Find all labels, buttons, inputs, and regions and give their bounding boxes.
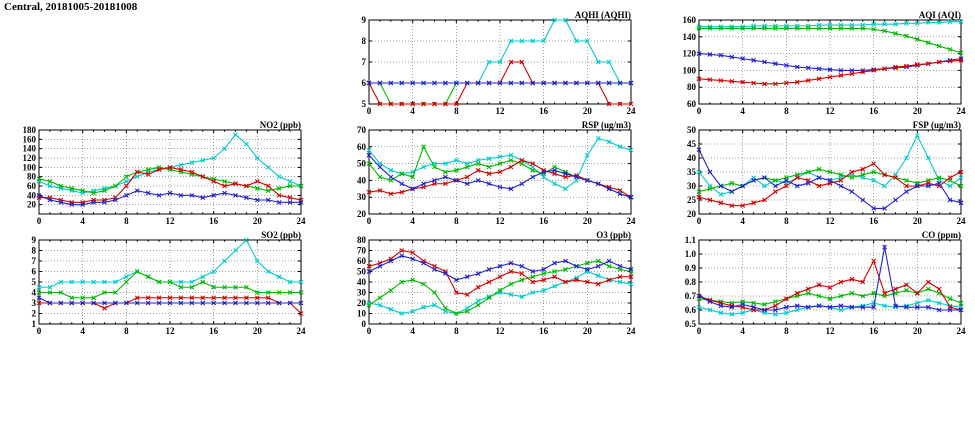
so2-chart-canvas: [12, 230, 308, 340]
aqi-chart: [672, 10, 968, 120]
aqhi-chart-canvas: [342, 10, 638, 120]
fsp-chart: [672, 120, 968, 230]
no2-chart-canvas: [12, 120, 308, 230]
rsp-chart: [342, 120, 638, 230]
o3-chart-canvas: [342, 230, 638, 340]
so2-chart: [12, 230, 308, 340]
no2-chart: [12, 120, 308, 230]
co-chart-canvas: [672, 230, 968, 340]
page-title: Central, 20181005-20181008: [4, 1, 138, 13]
o3-chart: [342, 230, 638, 340]
aqi-chart-canvas: [672, 10, 968, 120]
co-chart: [672, 230, 968, 340]
aqhi-chart: [342, 10, 638, 120]
fsp-chart-canvas: [672, 120, 968, 230]
rsp-chart-canvas: [342, 120, 638, 230]
